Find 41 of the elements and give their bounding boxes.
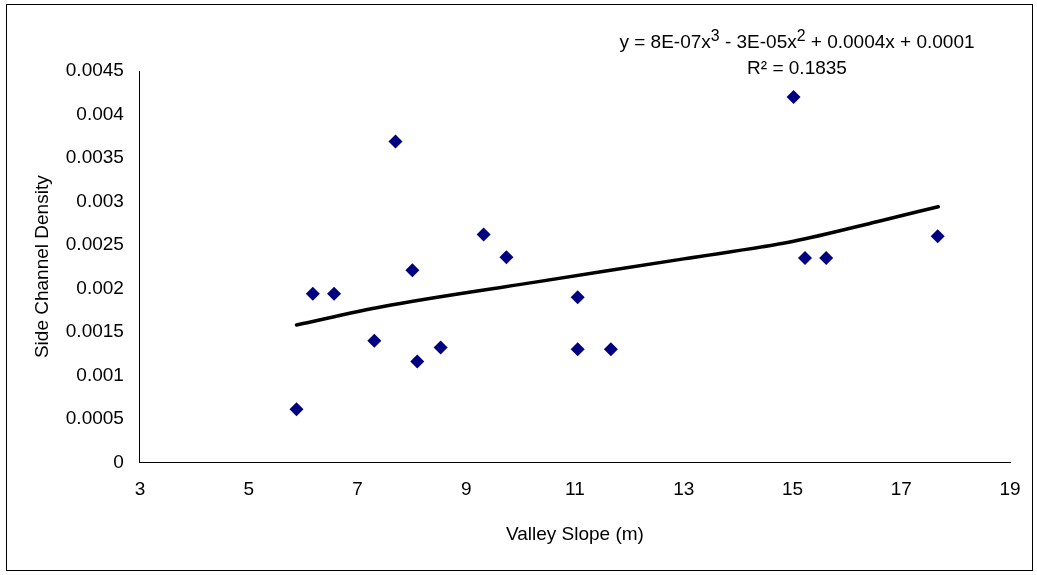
y-tick-label: 0.004 [76, 102, 125, 124]
point [327, 286, 342, 301]
point [289, 402, 304, 417]
x-tick-label: 5 [243, 478, 254, 500]
x-tick-label: 17 [890, 478, 912, 500]
y-tick-label: 0.0005 [65, 407, 124, 429]
point [388, 134, 403, 149]
point [819, 251, 834, 265]
y-tick-label: 0.0035 [65, 146, 124, 168]
point [570, 342, 585, 357]
point [305, 286, 320, 301]
y-tick-label: 0.003 [76, 189, 124, 211]
x-tick-label: 15 [781, 478, 804, 500]
text: y = 8E-07x$^{3}$ - 3E-05x$^{2}$ + 0.0004x + 0.0001 [618, 26, 976, 55]
point [476, 227, 491, 242]
y-tick-label: 0.0025 [65, 233, 124, 255]
x-tick-label: 19 [999, 478, 1021, 500]
y-axis-title: Side Channel Density [30, 174, 52, 359]
point [786, 90, 801, 105]
y-tick-label: 0.0045 [65, 59, 124, 81]
x-tick-label: 3 [134, 478, 146, 500]
x-tick-label: 9 [460, 478, 472, 500]
point [603, 342, 618, 357]
y-tick-label: 0.0015 [65, 320, 124, 342]
y-tick-label: 0 [113, 450, 124, 472]
x-tick-label: 13 [673, 478, 695, 500]
x-tick-label: 7 [352, 478, 363, 500]
point [367, 333, 382, 348]
point [570, 290, 585, 305]
point [797, 251, 812, 265]
y-tick-label: 0.002 [76, 276, 124, 298]
point [410, 354, 425, 369]
x-axis-title: Valley Slope (m) [505, 522, 644, 544]
annotation: R² = 0.1835 [746, 56, 848, 81]
x-tick-label: 11 [565, 478, 585, 500]
point [499, 250, 514, 265]
point [433, 340, 448, 355]
line-series [294, 204, 940, 327]
y-tick-label: 0.001 [76, 363, 124, 385]
point [930, 229, 945, 244]
point [405, 263, 420, 278]
